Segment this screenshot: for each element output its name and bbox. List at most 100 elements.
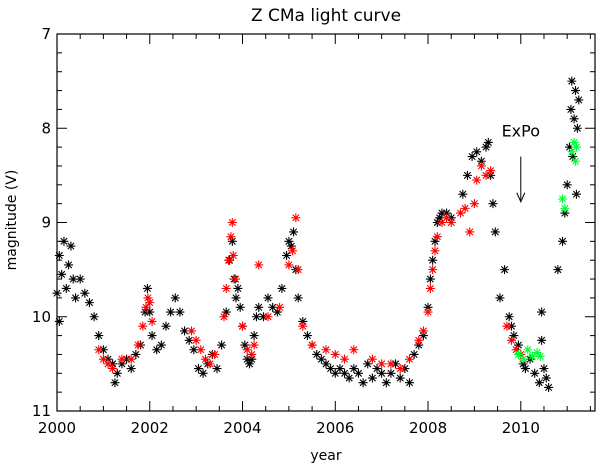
data-point-black	[571, 189, 581, 199]
data-point-red	[108, 364, 118, 374]
data-point-black	[472, 147, 482, 157]
expo-annotation-label: ExPo	[502, 122, 540, 141]
data-point-red	[442, 213, 452, 223]
data-point-red	[126, 354, 136, 364]
data-point-red	[418, 326, 428, 336]
data-point-black	[272, 307, 282, 317]
data-point-black	[108, 359, 118, 369]
data-point-black	[404, 378, 414, 388]
data-point-black	[560, 208, 570, 218]
data-point-black	[161, 321, 171, 331]
data-point-red	[103, 359, 113, 369]
data-point-black	[520, 364, 530, 374]
data-point-black	[240, 340, 250, 350]
data-point-black	[263, 293, 273, 303]
data-point-black	[156, 340, 166, 350]
data-point-black	[558, 236, 568, 246]
data-point-red	[486, 166, 496, 176]
data-point-black	[574, 95, 584, 105]
data-point-black	[64, 260, 74, 270]
data-point-black	[504, 312, 514, 322]
data-point-green	[523, 345, 533, 355]
data-point-black	[122, 354, 132, 364]
data-point-red	[221, 283, 231, 293]
data-point-black	[61, 283, 71, 293]
data-point-black	[286, 241, 296, 251]
data-point-red	[117, 354, 127, 364]
data-point-black	[103, 354, 113, 364]
data-point-black	[110, 378, 120, 388]
data-point-black	[569, 114, 579, 124]
data-point-red	[349, 345, 359, 355]
data-point-black	[193, 364, 203, 374]
data-point-red	[228, 250, 238, 260]
annotations: ExPo	[502, 122, 540, 203]
data-point-black	[289, 227, 299, 237]
data-point-black	[126, 364, 136, 374]
data-point-black	[500, 265, 510, 275]
data-point-black	[244, 359, 254, 369]
data-point-black	[571, 86, 581, 96]
data-point-black	[363, 359, 373, 369]
chart-title: Z CMa light curve	[251, 6, 401, 26]
data-point-red	[456, 208, 465, 218]
data-point-black	[54, 250, 64, 260]
data-point-black	[537, 335, 547, 345]
data-point-red	[147, 316, 157, 326]
data-point-green	[571, 156, 581, 166]
data-point-black	[483, 137, 493, 147]
data-point-red	[446, 218, 456, 227]
data-point-red	[469, 199, 479, 209]
data-point-red	[205, 359, 215, 369]
plot-frame	[56, 33, 596, 412]
data-point-black	[117, 359, 127, 369]
data-point-black	[254, 302, 264, 312]
data-point-black	[166, 307, 176, 317]
axis-ticks: 2000 2002 2004 2006 2008 2010 7 8 9 10 11	[32, 25, 595, 437]
data-point-black	[458, 189, 468, 199]
data-point-black	[180, 326, 190, 336]
data-point-black	[476, 156, 486, 166]
data-point-black	[509, 331, 519, 341]
data-point-black	[140, 307, 150, 317]
data-point-green	[527, 351, 537, 361]
data-point-black	[409, 349, 419, 359]
data-point-black	[233, 283, 243, 293]
data-point-green	[513, 349, 523, 359]
data-point-black	[170, 293, 180, 303]
data-point-black	[71, 293, 81, 303]
data-point-red	[340, 354, 350, 364]
data-point-black	[258, 312, 268, 322]
data-point-black	[212, 364, 222, 374]
x-tick-label: 2004	[223, 419, 261, 437]
data-point-black	[418, 331, 428, 341]
data-point-black	[330, 368, 340, 378]
data-point-red	[465, 227, 475, 237]
data-point-black	[562, 180, 572, 190]
data-point-black	[251, 312, 261, 322]
data-point-black	[75, 274, 85, 284]
data-point-black	[446, 213, 456, 223]
data-point-red	[330, 349, 340, 359]
data-point-black	[377, 368, 387, 378]
data-point-black	[481, 142, 491, 152]
data-point-black	[539, 364, 549, 374]
data-point-black	[98, 345, 108, 355]
data-point-red	[254, 260, 264, 270]
data-point-red	[298, 321, 308, 331]
data-point-black	[372, 364, 382, 374]
data-point-black	[490, 227, 500, 237]
data-point-black	[89, 312, 99, 322]
data-point-red	[291, 213, 301, 223]
data-point-black	[335, 364, 345, 374]
data-point-black	[530, 368, 540, 378]
data-point-black	[340, 368, 350, 378]
data-point-black	[227, 236, 237, 246]
data-point-red	[437, 218, 447, 227]
data-point-black	[435, 213, 445, 223]
data-point-red	[425, 283, 435, 293]
data-point-black	[423, 302, 433, 312]
data-point-red	[210, 349, 220, 359]
data-point-red	[507, 335, 517, 345]
